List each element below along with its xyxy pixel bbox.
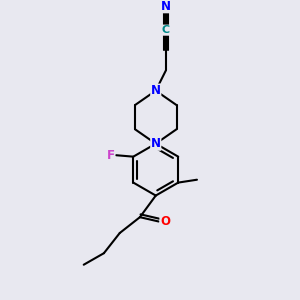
Text: N: N	[161, 0, 171, 13]
Text: O: O	[160, 215, 170, 228]
Text: C: C	[162, 25, 170, 35]
Text: N: N	[151, 137, 161, 150]
Text: F: F	[107, 149, 115, 162]
Text: N: N	[151, 84, 161, 97]
